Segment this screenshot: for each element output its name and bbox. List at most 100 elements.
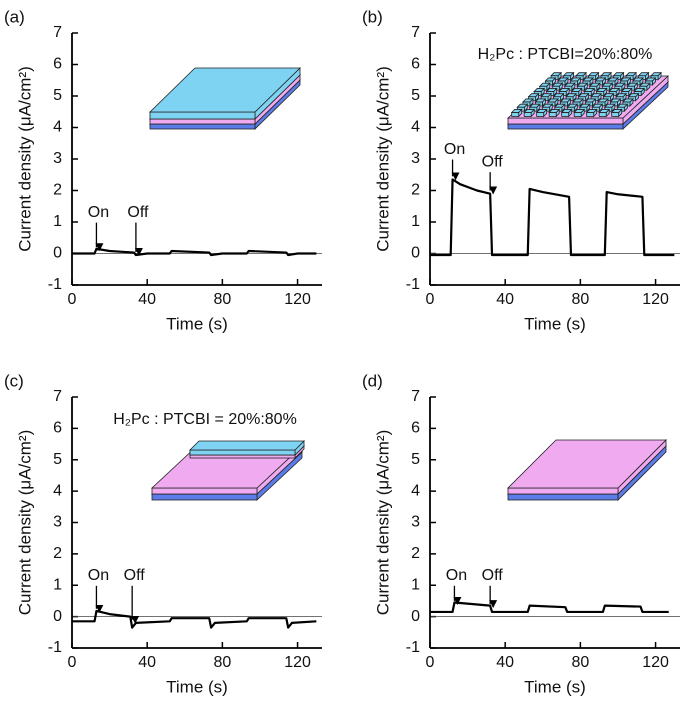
x-tick-label: 80 — [213, 291, 231, 308]
y-tick-label: -1 — [406, 639, 420, 656]
y-tick-label: 6 — [53, 420, 62, 437]
device-illustration — [150, 440, 305, 501]
layer-top — [576, 82, 589, 87]
layer-top — [650, 72, 663, 77]
layer-top — [584, 98, 597, 103]
layer-top — [571, 98, 584, 103]
y-tick-label: 4 — [411, 119, 420, 136]
layer-top — [533, 88, 546, 92]
layer-top — [598, 109, 611, 113]
layer-top — [527, 93, 540, 98]
y-tick-label: -1 — [48, 276, 62, 293]
layer-top — [613, 82, 626, 87]
y-tick-label: -1 — [406, 276, 420, 293]
layer-top — [633, 88, 646, 92]
y-tick-label: 4 — [53, 482, 62, 499]
layer-top — [558, 88, 571, 92]
layer-top — [619, 77, 632, 82]
layer-front — [561, 112, 570, 117]
y-tick-label: 7 — [53, 24, 62, 41]
y-tick-label: 7 — [53, 388, 62, 405]
layer-top — [625, 72, 638, 77]
x-tick-label: 80 — [571, 291, 589, 308]
layer-front — [507, 487, 619, 495]
layer-front — [151, 487, 258, 495]
layer-front — [507, 123, 624, 130]
layer-top — [189, 440, 305, 451]
layer-front — [149, 111, 256, 120]
layer-front — [523, 112, 532, 117]
y-axis-label: Current density (μA/cm²) — [373, 66, 392, 252]
x-tick-label: 120 — [284, 654, 311, 671]
layer-top — [590, 93, 603, 98]
x-tick-label: 0 — [68, 654, 77, 671]
x-axis-label: Time (s) — [166, 677, 228, 696]
layer-top — [553, 103, 566, 108]
y-tick-label: 0 — [53, 608, 62, 625]
layer-top — [552, 93, 565, 98]
layer-top — [575, 72, 588, 77]
annotation: Off — [127, 204, 149, 221]
panel: (b)Current density (μA/cm²)Time (s)-1012… — [362, 7, 680, 333]
y-tick-label: 6 — [53, 56, 62, 73]
layer-front — [189, 449, 296, 456]
layer-front — [151, 493, 258, 501]
layer-top — [616, 103, 629, 108]
layer-top — [563, 82, 576, 87]
y-tick-label: -1 — [48, 639, 62, 656]
layer-top — [608, 88, 621, 92]
layer-top — [560, 109, 573, 113]
y-tick-label: 1 — [53, 576, 62, 593]
y-tick-label: 5 — [53, 451, 62, 468]
layer-top — [581, 77, 594, 82]
x-axis-label: Time (s) — [524, 677, 586, 696]
layer-top — [627, 93, 640, 98]
y-tick-label: 6 — [411, 56, 420, 73]
x-tick-label: 40 — [496, 654, 514, 671]
x-tick-label: 80 — [213, 654, 231, 671]
layer-top — [601, 82, 614, 87]
layer-top — [588, 82, 601, 87]
y-tick-label: 2 — [411, 182, 420, 199]
panel-label: (a) — [4, 7, 25, 26]
y-tick-label: 4 — [53, 119, 62, 136]
x-tick-label: 0 — [426, 654, 435, 671]
layer-front — [536, 112, 545, 117]
x-tick-label: 0 — [68, 291, 77, 308]
x-tick-label: 0 — [426, 291, 435, 308]
y-tick-label: 0 — [411, 608, 420, 625]
layer-front — [149, 123, 256, 130]
layer-top — [591, 103, 604, 108]
y-tick-label: 2 — [411, 545, 420, 562]
annotation: On — [446, 567, 467, 584]
y-tick-label: 1 — [411, 576, 420, 593]
annotation: On — [444, 141, 465, 158]
layer-top — [570, 88, 583, 92]
layer-top — [610, 109, 623, 113]
layer-top — [544, 77, 557, 82]
layer-top — [577, 93, 590, 98]
layer-top — [644, 77, 657, 82]
y-tick-label: 2 — [53, 545, 62, 562]
layer-top — [638, 82, 651, 87]
x-axis-label: Time (s) — [166, 314, 228, 333]
layer-top — [507, 439, 667, 489]
layer-top — [620, 88, 633, 92]
layer-top — [540, 93, 553, 98]
layer-top — [596, 98, 609, 103]
layer-top — [523, 109, 536, 113]
x-tick-label: 40 — [138, 654, 156, 671]
y-tick-label: 1 — [53, 213, 62, 230]
layer-top — [585, 109, 598, 113]
y-tick-label: 7 — [411, 24, 420, 41]
layer-front — [511, 112, 520, 117]
layer-top — [606, 77, 619, 82]
layer-top — [612, 72, 625, 77]
panel: (d)Current density (μA/cm²)Time (s)-1012… — [362, 371, 680, 696]
layer-top — [583, 88, 596, 92]
y-tick-label: 3 — [53, 150, 62, 167]
layer-top — [528, 103, 541, 108]
y-tick-label: 2 — [53, 182, 62, 199]
layer-top — [603, 103, 616, 108]
